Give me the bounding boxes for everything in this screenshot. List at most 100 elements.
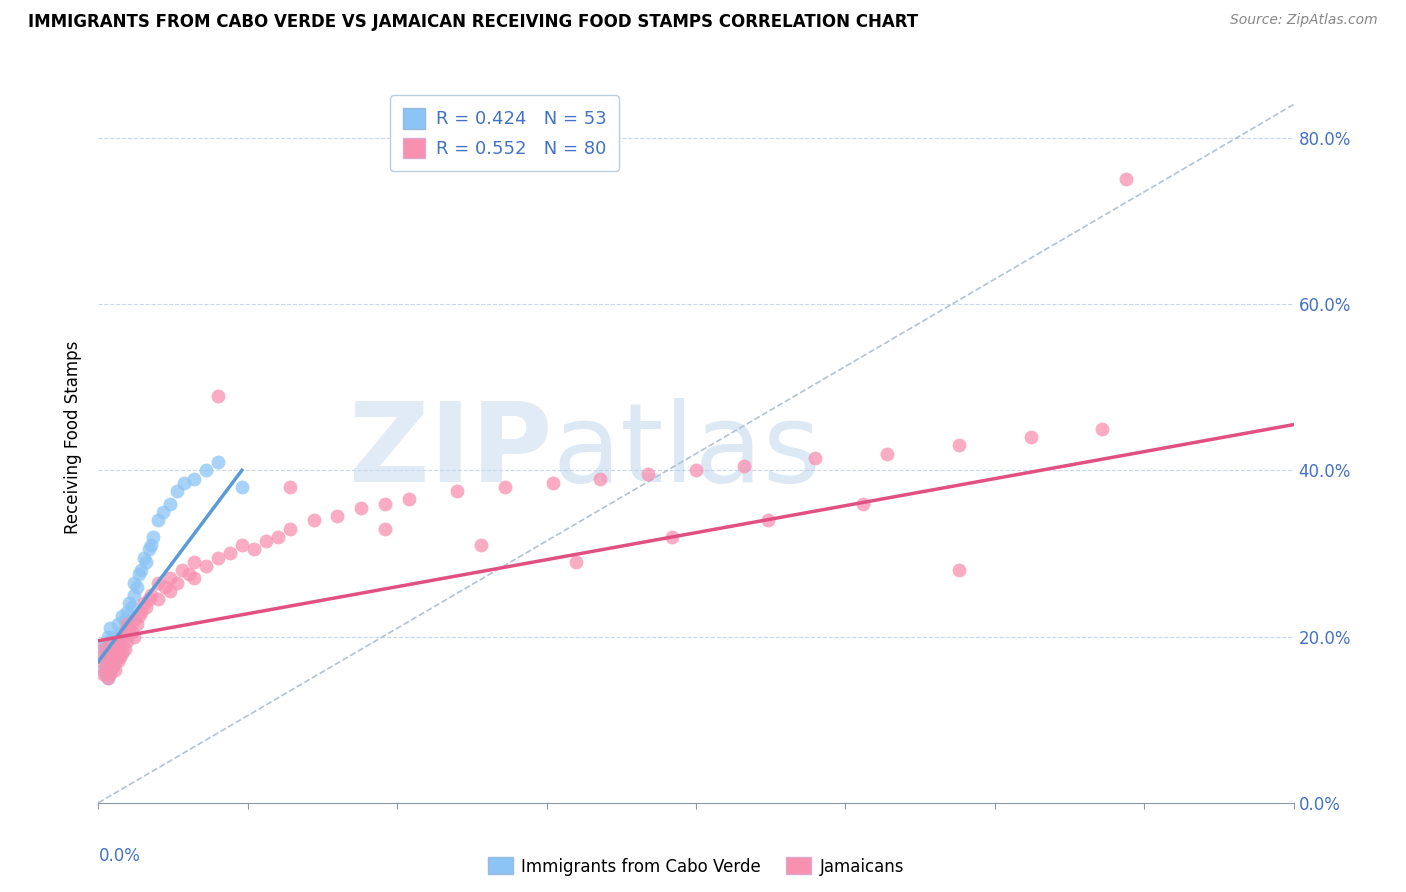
Point (139, 588, 162, 602)
Point (97, 646, 120, 660)
Point (104, 638, 127, 652)
Point (98, 638, 122, 652)
Point (108, 633, 131, 648)
Point (128, 608, 150, 623)
Point (128, 567, 150, 582)
Point (852, 497, 875, 511)
Point (159, 571, 181, 585)
Point (876, 447, 898, 461)
Point (231, 480, 253, 494)
Point (108, 630, 131, 644)
Point (398, 492, 420, 507)
Point (159, 583, 181, 598)
Point (804, 450, 827, 465)
Point (207, 550, 229, 565)
Point (207, 455, 229, 469)
Point (166, 484, 188, 499)
Point (278, 480, 301, 494)
Point (132, 596, 155, 610)
Point (101, 630, 124, 644)
Point (97, 630, 120, 644)
Point (118, 596, 141, 610)
Point (138, 592, 160, 607)
Point (114, 630, 136, 644)
Text: ZIP: ZIP (349, 398, 553, 505)
Point (91, 642, 114, 657)
Legend: Immigrants from Cabo Verde, Jamaicans: Immigrants from Cabo Verde, Jamaicans (481, 851, 911, 882)
Point (1019, 430, 1042, 444)
Point (114, 625, 136, 640)
Point (1115, 172, 1137, 186)
Point (565, 555, 588, 569)
Point (111, 625, 134, 640)
Point (124, 630, 146, 644)
Point (97, 646, 120, 660)
Point (179, 567, 201, 582)
Point (121, 625, 143, 640)
Point (124, 613, 146, 627)
Point (94, 655, 117, 669)
Point (470, 538, 492, 552)
Point (159, 497, 181, 511)
Point (350, 500, 373, 515)
Point (124, 575, 146, 590)
Point (104, 655, 127, 669)
Point (135, 600, 157, 615)
Point (326, 509, 349, 524)
Point (111, 646, 134, 660)
Point (207, 388, 229, 402)
Point (98, 663, 122, 677)
Text: atlas: atlas (553, 398, 821, 505)
Point (172, 563, 194, 577)
Point (114, 642, 136, 657)
Point (101, 646, 124, 660)
Point (101, 658, 124, 673)
Point (111, 642, 134, 657)
Point (183, 555, 205, 569)
Point (115, 605, 138, 619)
Point (278, 521, 301, 535)
Point (111, 608, 134, 623)
Text: IMMIGRANTS FROM CABO VERDE VS JAMAICAN RECEIVING FOOD STAMPS CORRELATION CHART: IMMIGRANTS FROM CABO VERDE VS JAMAICAN R… (28, 13, 918, 31)
Point (118, 613, 141, 627)
Point (91, 638, 114, 652)
Point (131, 563, 153, 577)
Point (125, 580, 148, 594)
Point (107, 633, 129, 648)
Point (107, 638, 129, 652)
Point (107, 617, 129, 632)
Point (108, 646, 131, 660)
Point (1091, 422, 1114, 436)
Point (98, 621, 122, 635)
Point (589, 472, 612, 486)
Point (135, 555, 157, 569)
Point (541, 475, 564, 490)
Point (115, 633, 138, 648)
Y-axis label: Receiving Food Stamps: Receiving Food Stamps (65, 341, 83, 533)
Point (98, 655, 122, 669)
Point (111, 630, 134, 644)
Point (139, 538, 162, 552)
Point (138, 542, 160, 557)
Point (118, 621, 141, 635)
Point (115, 617, 138, 632)
Point (183, 472, 205, 486)
Point (756, 513, 779, 527)
Point (173, 475, 195, 490)
Point (446, 484, 468, 499)
Point (107, 655, 129, 669)
Point (98, 633, 122, 648)
Point (104, 663, 127, 677)
Point (194, 463, 218, 477)
Point (97, 671, 120, 685)
Point (101, 646, 124, 660)
Point (267, 530, 290, 544)
Point (131, 605, 153, 619)
Point (302, 513, 325, 527)
Point (148, 575, 170, 590)
Point (124, 588, 146, 602)
Point (107, 650, 129, 665)
Point (94, 667, 117, 681)
Point (94, 663, 117, 677)
Point (254, 533, 277, 548)
